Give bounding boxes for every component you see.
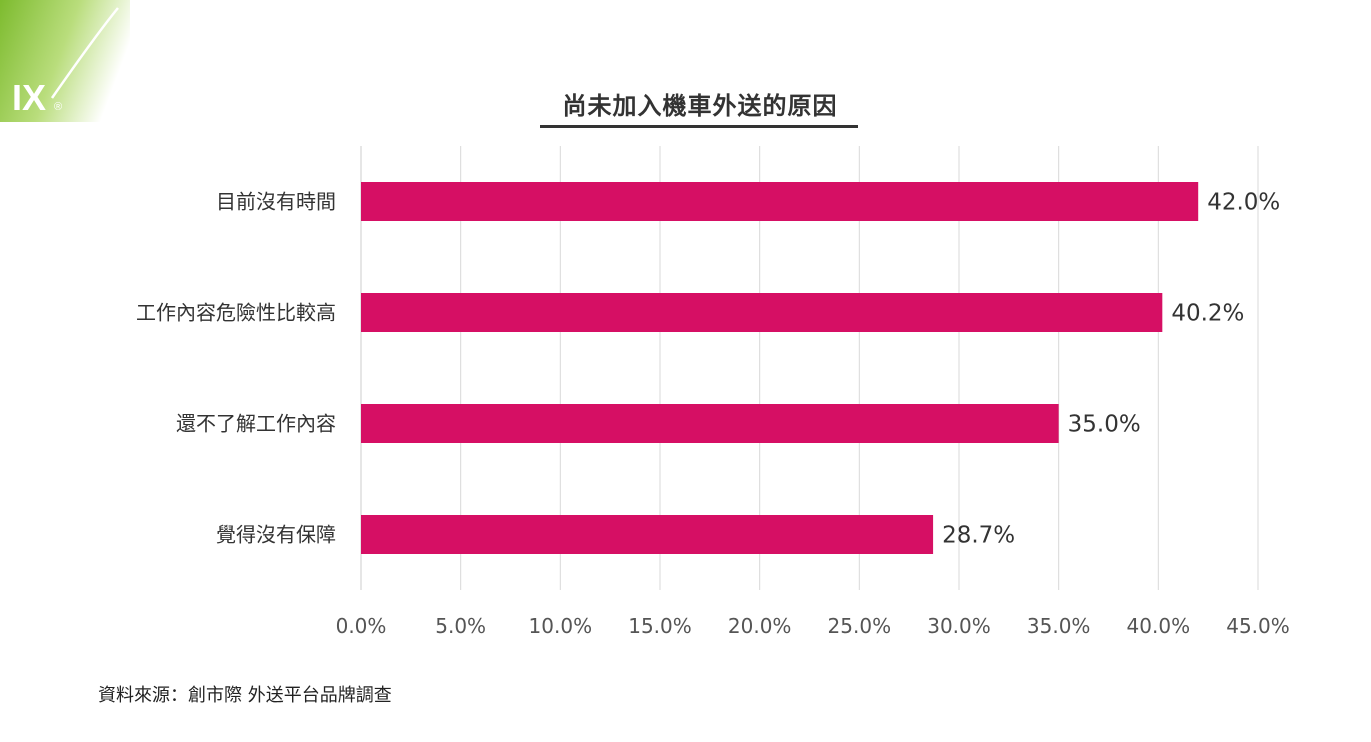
x-tick-label: 10.0% <box>529 614 593 638</box>
category-label: 還不了解工作內容 <box>176 412 336 436</box>
bar <box>361 515 934 554</box>
x-tick-label: 5.0% <box>435 614 486 638</box>
title-underline <box>540 125 858 128</box>
category-label: 工作內容危險性比較高 <box>136 301 336 325</box>
x-tick-label: 40.0% <box>1127 614 1191 638</box>
logo-registered-mark: ® <box>54 101 62 113</box>
category-label: 覺得沒有保障 <box>216 523 336 547</box>
x-tick-label: 25.0% <box>828 614 892 638</box>
x-tick-label: 15.0% <box>628 614 692 638</box>
category-label: 目前沒有時間 <box>216 190 336 214</box>
x-tick-label: 35.0% <box>1027 614 1091 638</box>
value-label: 40.2% <box>1171 301 1244 327</box>
value-label: 42.0% <box>1207 190 1280 216</box>
x-tick-label: 45.0% <box>1226 614 1290 638</box>
ix-logo: IX ® <box>0 0 130 122</box>
bar <box>361 404 1059 443</box>
bar <box>361 182 1199 221</box>
x-tick-label: 0.0% <box>336 614 387 638</box>
x-tick-label: 30.0% <box>927 614 991 638</box>
source-note: 資料來源：創市際 外送平台品牌調查 <box>98 685 392 706</box>
chart-title: 尚未加入機車外送的原因 <box>562 92 838 120</box>
value-label: 28.7% <box>942 523 1015 549</box>
logo-text: IX <box>12 77 46 118</box>
x-tick-label: 20.0% <box>728 614 792 638</box>
bar <box>361 293 1163 332</box>
value-label: 35.0% <box>1068 412 1141 438</box>
